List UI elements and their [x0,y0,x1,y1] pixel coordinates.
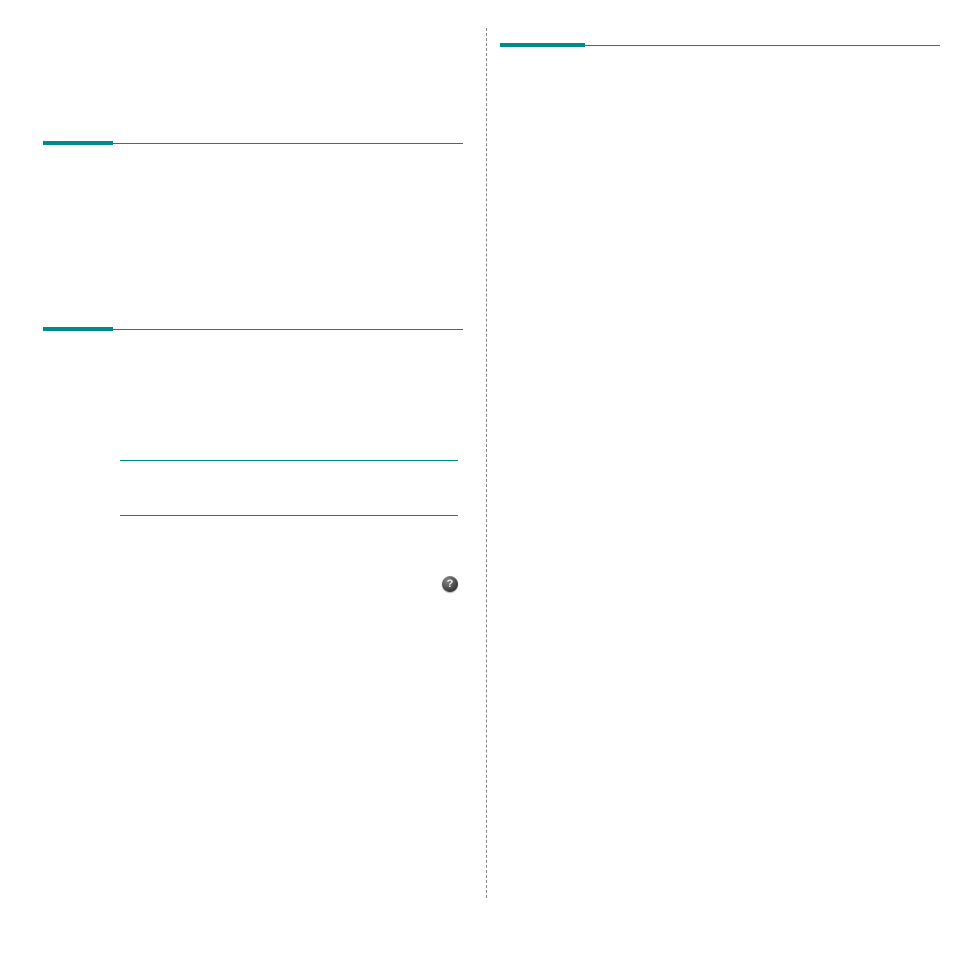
section-2-thick-rule [43,327,113,331]
page-root: ? [0,0,954,954]
section-1-thick-rule [43,141,113,145]
column-divider [486,28,487,898]
section-2-subrule-2 [120,515,458,516]
section-2-subrule-1 [120,460,458,461]
section-3-thick-rule [500,43,585,47]
help-icon[interactable]: ? [442,576,458,592]
